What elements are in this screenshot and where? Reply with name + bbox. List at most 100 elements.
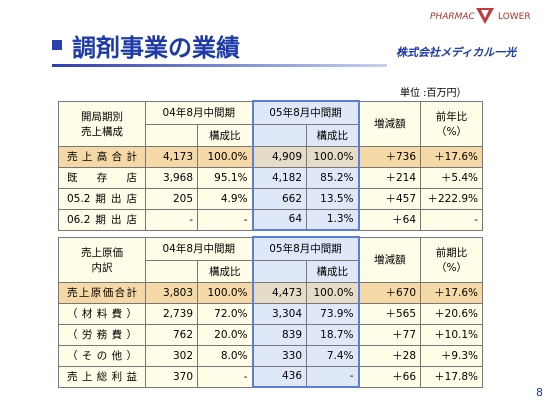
cell: ＋20.6% [420, 302, 484, 325]
header-cell: 05年8月中間期 [251, 236, 360, 261]
cell: ＋17.6% [420, 145, 484, 168]
header-cell: 04年8月中間期 [144, 100, 254, 125]
cell: 100.0% [196, 145, 254, 168]
data-row: 05.2期出店 205 4.9% 662 13.5% ＋457 ＋222.9% [58, 187, 484, 210]
header-cell: 構成比 [196, 259, 254, 283]
cell: 205 [145, 187, 198, 210]
cell: 18.7% [306, 323, 360, 346]
header-cell [145, 259, 198, 283]
data-row: 売上総利益 370-436- ＋66 ＋17.8% [58, 365, 484, 388]
header-cell: 前期比 （%） [420, 236, 484, 283]
data-row: （その他） 302 8.0% 330 7.4% ＋28 ＋9.3% [58, 344, 484, 367]
data-row: （材料費） 2,739 72.0% 3,304 73.9% ＋565 ＋20.6% [58, 302, 484, 325]
cell: 3,304 [251, 302, 308, 325]
cell: 436 [251, 365, 308, 388]
cell: 4,182 [251, 166, 308, 189]
unit-note: 単位 :百万円） [400, 88, 467, 99]
data-row: 06.2期出店 - -64 1.3% ＋64- [58, 208, 484, 231]
cell: ＋457 [358, 187, 422, 210]
row-label: （その他） [58, 344, 146, 367]
row-label: 既 存 店 [58, 166, 146, 189]
cell: 73.9% [306, 302, 360, 325]
header-text: 売上構成 [81, 125, 123, 138]
cell: 2,739 [145, 302, 198, 325]
cell: 7.4% [306, 344, 360, 367]
cell: 762 [145, 323, 198, 346]
cell: ＋77 [358, 323, 422, 346]
header-text: 内訳 [91, 261, 113, 274]
cell: ＋5.4% [420, 166, 484, 189]
cell: - [145, 208, 198, 231]
header-cell [145, 123, 198, 147]
cell: 4.9% [196, 187, 254, 210]
cell: ＋565 [358, 302, 422, 325]
data-table: 売上原価 内訳 04年8月中間期 05年8月中間期 増減額 前期比 （%） 構成比 構成比 売上原… [58, 236, 484, 388]
header-text: 開局期別 [81, 110, 123, 123]
header-cell [251, 123, 308, 147]
title-rule [52, 64, 387, 67]
cell: 13.5% [306, 187, 360, 210]
logo-mark [476, 8, 494, 24]
row-label: 売上総利益 [58, 365, 146, 388]
cell: ＋28 [358, 344, 422, 367]
cell: ＋64 [358, 208, 422, 231]
data-row: 既 存 店 3,968 95.1% 4,182 85.2% ＋214 ＋5.4% [58, 166, 484, 189]
cell: 64 [251, 208, 308, 231]
cell: 4,173 [145, 145, 198, 168]
cell: 370 [145, 365, 198, 388]
header-text: 前年比 [435, 110, 468, 123]
header-cell: 売上原価 内訳 [58, 236, 146, 283]
header-text: 前期比 [435, 246, 468, 259]
row-label: （材料費） [58, 302, 146, 325]
cell: 839 [251, 323, 308, 346]
cell: ＋10.1% [420, 323, 484, 346]
header-text: 売上原価 [81, 246, 123, 259]
cell: ＋214 [358, 166, 422, 189]
row-label: 売上高合計 [58, 145, 146, 168]
cell: 1.3% [306, 208, 360, 231]
cell: ＋736 [358, 145, 422, 168]
header-cell: 前年比 （%） [420, 100, 484, 147]
cell: 100.0% [306, 281, 360, 304]
header-row: 売上原価 内訳 04年8月中間期 05年8月中間期 増減額 前期比 （%） [58, 236, 484, 283]
cell: 72.0% [196, 302, 254, 325]
header-text: （%） [436, 125, 468, 138]
cell: 100.0% [306, 145, 360, 168]
data-table: 開局期別 売上構成 04年8月中間期 05年8月中間期 増減額 前年比 （%） 構成比 構成比売… [58, 100, 484, 231]
cell: ＋17.6% [420, 281, 484, 304]
row-label: （労務費） [58, 323, 146, 346]
cell: 4,473 [251, 281, 308, 304]
cell: - [196, 208, 254, 231]
header-cell: 05年8月中間期 [251, 100, 360, 125]
header-row: 構成比 構成比 [59, 123, 483, 147]
cell: 85.2% [306, 166, 360, 189]
cell: 4,909 [251, 145, 308, 168]
data-row: 売上高合計 4,173 100.0% 4,909 100.0% ＋736 ＋17.6% [58, 145, 484, 168]
row-label: 05.2期出店 [58, 187, 146, 210]
cell: 662 [251, 187, 308, 210]
cell: ＋17.8% [420, 365, 484, 388]
header-cell: 増減額 [358, 100, 422, 147]
cell: - [420, 208, 484, 231]
cell: 20.0% [196, 323, 254, 346]
header-cell: 04年8月中間期 [144, 236, 254, 261]
cell: 100.0% [196, 281, 254, 304]
title: 調剤事業の業績 [72, 34, 240, 62]
data-row: 売上原価合計 3,803 100.0% 4,473 100.0% ＋670 ＋17.6% [58, 281, 484, 304]
bullet [52, 40, 62, 50]
header-row: 構成比 構成比 [59, 259, 483, 283]
cell: ＋66 [358, 365, 422, 388]
cell: 330 [251, 344, 308, 367]
logo-text: LOWER [498, 12, 531, 22]
header-cell: 開局期別 売上構成 [58, 100, 146, 147]
company-name: 株式会社メディカル一光 [396, 46, 517, 59]
cell: 8.0% [196, 344, 254, 367]
cell: - [306, 365, 360, 388]
header-cell: 構成比 [306, 259, 360, 283]
cell: 3,803 [145, 281, 198, 304]
cell: ＋670 [358, 281, 422, 304]
header-row: 開局期別 売上構成 04年8月中間期 05年8月中間期 増減額 前年比 （%） [58, 100, 484, 147]
logo-text: PHARMAC [430, 12, 475, 22]
header-cell: 構成比 [306, 123, 360, 147]
